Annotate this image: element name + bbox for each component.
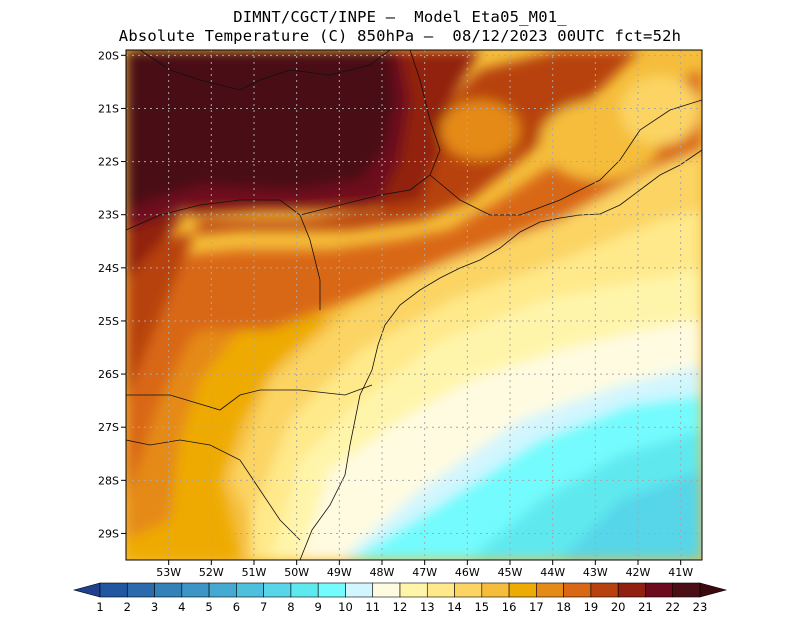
colorbar-label: 13 (420, 600, 435, 614)
colorbar-label: 8 (287, 600, 294, 614)
colorbar-segment (699, 582, 728, 598)
lon-tick-label: 51W (242, 566, 267, 579)
colorbar-segment (263, 582, 292, 598)
colorbar-label: 16 (502, 600, 517, 614)
colorbar: 1 2 3 4 5 6 7 8 9 10 11 12 13 14 15 16 17 18 19 20 21 22 23 (72, 582, 728, 614)
colorbar-label: 18 (556, 600, 571, 614)
state-border (126, 199, 321, 310)
colorbar-label: 10 (338, 600, 353, 614)
colorbar-label: 5 (205, 600, 212, 614)
title-line-1: DIMNT/CGCT/INPE – Model Eta05_M01_ (233, 8, 567, 26)
coastline (299, 149, 702, 560)
colorbar-label: 11 (365, 600, 380, 614)
colorbar-label: 17 (529, 600, 544, 614)
lat-tick-label: 26S (98, 368, 119, 381)
lat-tick-label: 20S (98, 49, 119, 62)
lat-tick-label: 22S (98, 156, 119, 169)
colorbar-segment (154, 582, 183, 598)
colorbar-segment (72, 582, 101, 598)
state-border (126, 439, 301, 541)
colorbar-label: 6 (233, 600, 240, 614)
colorbar-segment (126, 582, 155, 598)
colorbar-segment (645, 582, 674, 598)
colorbar-label: 7 (260, 600, 267, 614)
colorbar-label: 23 (693, 600, 708, 614)
lon-tick-label: 52W (199, 566, 224, 579)
colorbar-label: 9 (315, 600, 322, 614)
lon-tick-label: 44W (540, 566, 565, 579)
colorbar-label: 21 (638, 600, 653, 614)
colorbar-segment (345, 582, 374, 598)
colorbar-label: 19 (584, 600, 599, 614)
colorbar-segment (290, 582, 319, 598)
lon-tick-label: 41W (668, 566, 693, 579)
colorbar-label: 1 (96, 600, 103, 614)
state-border (139, 50, 391, 91)
colorbar-label: 22 (665, 600, 680, 614)
plot-frame (125, 49, 703, 561)
colorbar-segment (399, 582, 428, 598)
colorbar-segment (617, 582, 646, 598)
colorbar-segment (508, 582, 537, 598)
lon-tick-label: 48W (370, 566, 395, 579)
colorbar-segment (590, 582, 619, 598)
axis-ticks: 20S 21S 22S 23S 24S 25S 26S 27S 28S 29S 53W 52W 51W 5… (98, 49, 693, 579)
colorbar-label: 2 (124, 600, 131, 614)
colorbar-segment (99, 582, 128, 598)
lon-tick-label: 42W (626, 566, 651, 579)
lon-tick-label: 50W (284, 566, 309, 579)
colorbar-label: 15 (474, 600, 489, 614)
lat-tick-label: 29S (98, 527, 119, 540)
colorbar-segment (236, 582, 264, 598)
colorbar-segment (317, 582, 346, 598)
lat-tick-label: 28S (98, 474, 119, 487)
lon-tick-label: 45W (498, 566, 523, 579)
boundaries (126, 50, 702, 560)
colorbar-segment (481, 582, 510, 598)
lon-tick-label: 49W (327, 566, 352, 579)
lat-tick-label: 23S (98, 209, 119, 222)
colorbar-label: 14 (447, 600, 462, 614)
colorbar-segment (208, 582, 237, 598)
colorbar-segment (536, 582, 564, 598)
temperature-field (126, 50, 702, 560)
colorbar-segment (672, 582, 701, 598)
colorbar-label: 12 (393, 600, 408, 614)
colorbar-segment (372, 582, 401, 598)
colorbar-segment (454, 582, 483, 598)
gridlines (126, 50, 702, 560)
title-line-2: Absolute Temperature (C) 850hPa – 08/12/… (118, 27, 682, 45)
lat-tick-label: 21S (98, 102, 119, 115)
colorbar-segment (181, 582, 210, 598)
lon-tick-label: 47W (412, 566, 437, 579)
state-border (519, 99, 702, 216)
state-border (126, 384, 373, 411)
lat-tick-label: 27S (98, 421, 119, 434)
colorbar-segment (426, 582, 455, 598)
lon-tick-label: 53W (156, 566, 181, 579)
lon-tick-label: 43W (583, 566, 608, 579)
lat-tick-label: 25S (98, 315, 119, 328)
colorbar-label: 3 (151, 600, 158, 614)
lat-tick-label: 24S (98, 262, 119, 275)
lon-tick-label: 46W (455, 566, 480, 579)
colorbar-segment (563, 582, 592, 598)
colorbar-label: 4 (178, 600, 185, 614)
colorbar-label: 20 (611, 600, 626, 614)
